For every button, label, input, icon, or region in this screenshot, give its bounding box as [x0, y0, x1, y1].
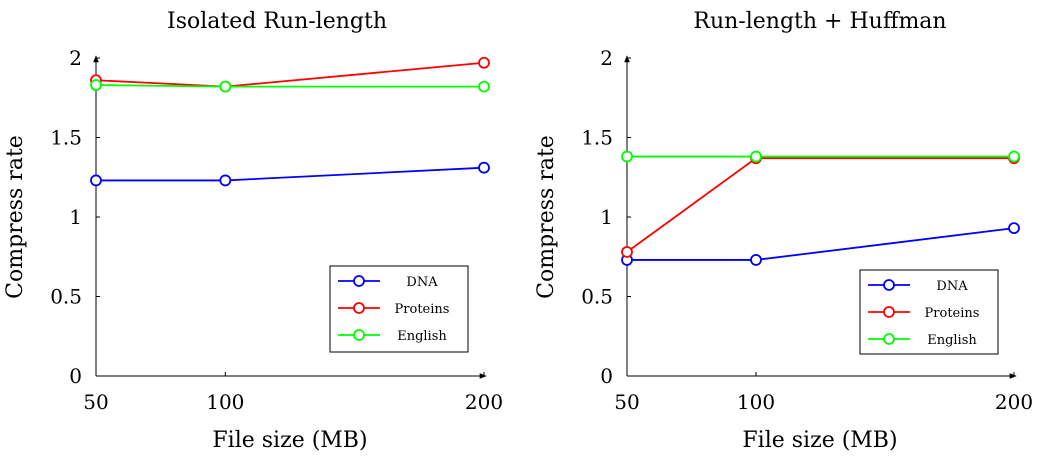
data-point-dna: [90, 174, 102, 187]
x-tick-label: 50: [83, 390, 108, 414]
data-point-proteins: [478, 56, 490, 69]
legend: DNA Proteins English: [329, 265, 469, 353]
legend-marker-proteins: [353, 302, 365, 314]
data-point-english: [90, 79, 102, 91]
series-line-proteins: [626, 157, 1014, 253]
data-point-dna: [1008, 222, 1020, 235]
y-tick-label: 0.5: [581, 285, 613, 309]
data-point-english: [621, 150, 633, 163]
chart-run-length-huffman: Run-length + Huffman File size (MB) Comp…: [534, 9, 1033, 453]
legend-label-english: English: [927, 333, 977, 348]
y-tick-label: 0.5: [50, 285, 82, 309]
chart-title: Isolated Run-length: [167, 9, 387, 34]
y-tick-label: 0: [600, 364, 613, 388]
legend-label-english: English: [397, 329, 447, 344]
x-tick-label: 50: [614, 390, 639, 414]
y-tick-label: 0: [69, 364, 82, 388]
legend: DNA Proteins English: [859, 269, 999, 355]
series-line-dna: [627, 227, 1015, 261]
legend-label-proteins: Proteins: [395, 302, 450, 317]
legend-marker-dna: [883, 279, 895, 291]
legend-marker-english: [883, 333, 895, 345]
y-tick-label: 1.5: [581, 126, 613, 150]
series-line-english: [95, 84, 484, 88]
legend-marker-english: [353, 329, 365, 341]
data-point-english: [219, 80, 232, 93]
y-tick-label: 2: [69, 46, 82, 70]
legend-marker-proteins: [883, 306, 895, 318]
series-line-proteins: [95, 61, 485, 88]
y-tick-label: 1.5: [50, 126, 82, 150]
data-point-dna: [750, 254, 762, 266]
chart-isolated-run-length: Isolated Run-length File size (MB) Compr…: [3, 9, 503, 453]
data-point-english: [1008, 150, 1020, 163]
chart-title: Run-length + Huffman: [693, 9, 946, 34]
data-point-dna: [478, 161, 490, 174]
series-line-dna: [96, 166, 485, 182]
data-point-english: [478, 80, 490, 93]
legend-marker-dna: [353, 275, 365, 287]
x-tick-label: 200: [465, 390, 503, 414]
data-point-english: [750, 150, 762, 163]
x-tick-label: 100: [737, 390, 775, 414]
data-point-proteins: [621, 246, 633, 258]
x-axis-label: File size (MB): [212, 428, 367, 453]
legend-label-proteins: Proteins: [925, 306, 980, 321]
legend-label-dna: DNA: [406, 275, 438, 290]
data-point-dna: [219, 174, 232, 187]
y-tick-label: 1: [69, 205, 82, 229]
x-tick-label: 100: [206, 390, 244, 414]
y-axis-label: Compress rate: [534, 135, 559, 299]
y-tick-label: 1: [600, 205, 613, 229]
legend-label-dna: DNA: [936, 279, 968, 294]
y-tick-label: 2: [600, 46, 613, 70]
x-tick-label: 200: [995, 390, 1033, 414]
x-axis-label: File size (MB): [742, 428, 897, 453]
y-axis-label: Compress rate: [3, 135, 28, 299]
